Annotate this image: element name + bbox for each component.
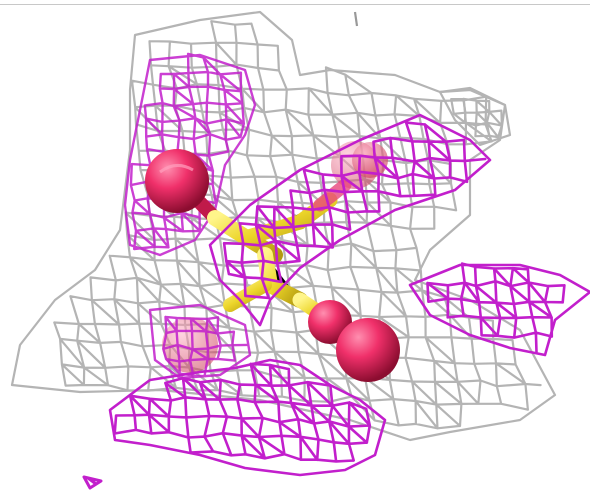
magenta-mesh-lower-left-outline xyxy=(148,303,252,380)
magenta-mesh-lower-left-lattice xyxy=(162,315,249,378)
grey-mesh-main-outline xyxy=(10,10,557,442)
atom-highlight xyxy=(159,164,194,174)
bond-c-o-top xyxy=(313,178,352,212)
mesh-fragment-top xyxy=(353,11,359,27)
magenta-mesh-diagonal-outline xyxy=(208,113,492,327)
viewport-top-border xyxy=(0,4,590,5)
atom-faint-top-right xyxy=(352,142,388,178)
grey-mesh-spur-lattice xyxy=(450,97,503,139)
magenta-mesh-bottom-lattice xyxy=(113,362,372,463)
magenta-mesh-right-lobe-outline xyxy=(408,263,590,357)
atom-oxygen-upper-left xyxy=(145,149,209,213)
magenta-mesh-right-lobe-lattice xyxy=(426,262,566,354)
magenta-mesh-bottom-outline xyxy=(108,358,387,477)
magenta-mesh-upper-left-outline xyxy=(123,53,257,257)
magenta-density-mesh-back xyxy=(123,52,257,380)
magenta-density-mesh-front xyxy=(108,113,590,477)
magenta-mesh-diagonal-lattice xyxy=(222,121,487,300)
grey-mesh-spur-outline xyxy=(438,86,512,147)
atom-oxygen-lower-right xyxy=(336,318,400,382)
mesh-fragment-bottom-left xyxy=(82,475,103,490)
